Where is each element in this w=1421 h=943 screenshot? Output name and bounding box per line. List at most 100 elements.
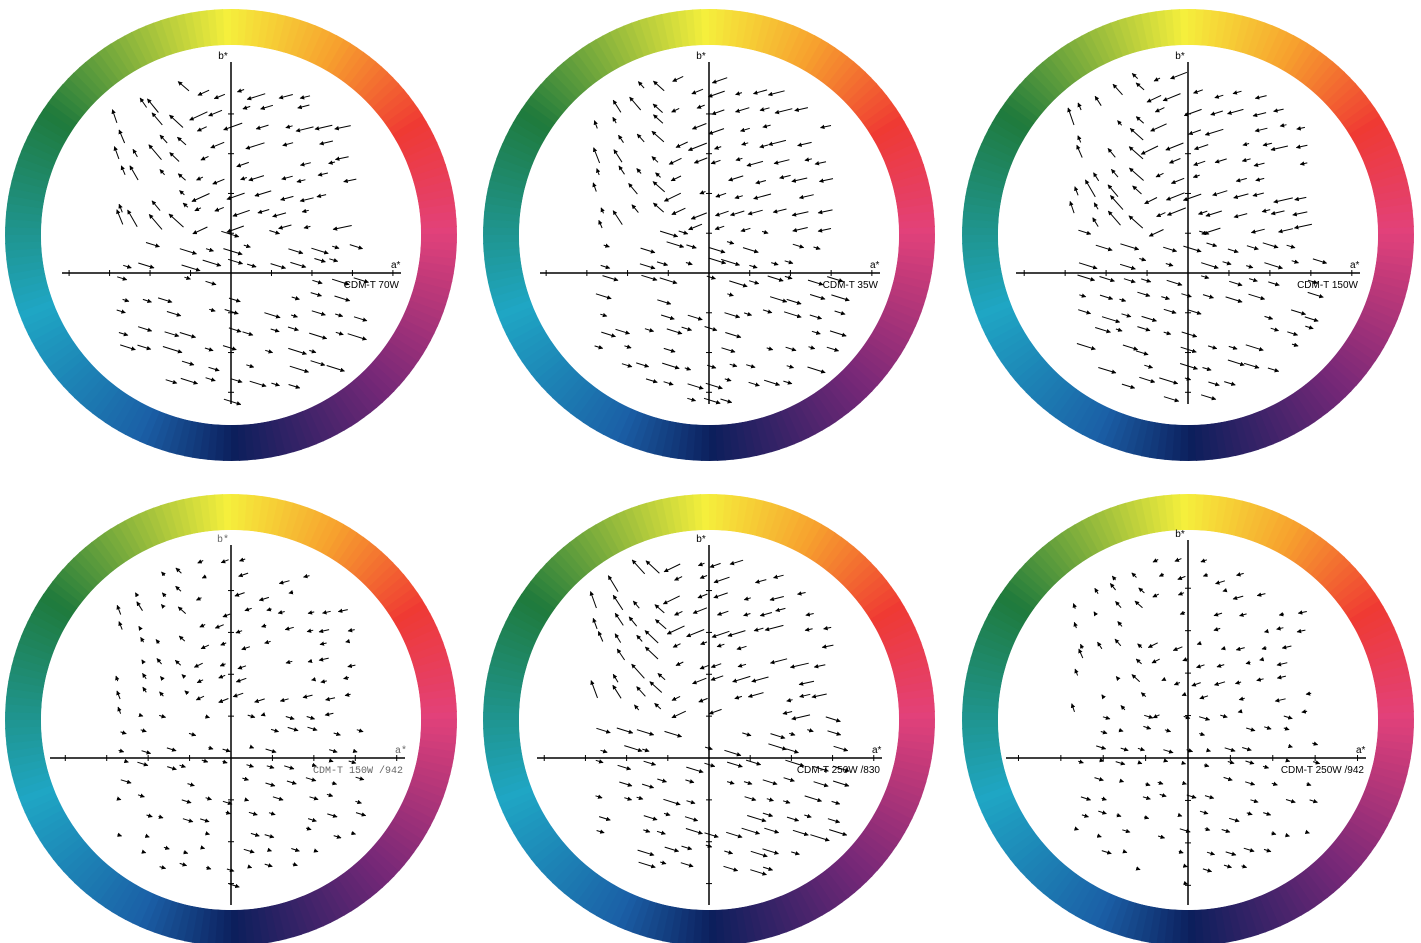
hue-ring-segment: [380, 94, 414, 124]
shift-arrow: [116, 209, 124, 225]
shift-arrow: [243, 243, 251, 249]
shift-arrow: [666, 328, 683, 335]
hue-ring-segment: [1186, 9, 1196, 46]
shift-arrow: [1307, 279, 1319, 285]
shift-arrow: [708, 247, 726, 254]
hue-ring-segment: [161, 415, 180, 453]
hue-ring-segment: [1020, 362, 1052, 393]
hue-ring-segment: [57, 83, 90, 114]
hue-ring-segment: [485, 261, 523, 276]
hue-ring-segment: [104, 392, 132, 428]
shift-arrow: [334, 125, 351, 131]
hue-ring-segment: [325, 38, 351, 74]
hue-ring-segment: [11, 281, 49, 299]
hue-ring-segment: [1352, 121, 1388, 146]
shift-arrow: [653, 202, 665, 213]
hue-ring-segment: [595, 35, 620, 71]
shift-arrow: [1168, 158, 1181, 164]
shift-arrow: [1076, 144, 1083, 158]
hue-ring-segment: [325, 523, 351, 559]
a-axis: [540, 270, 880, 276]
hue-ring-segment: [18, 300, 56, 321]
hue-ring-segment: [342, 384, 372, 418]
hue-ring-segment: [145, 507, 166, 545]
shift-arrow: [1144, 364, 1154, 369]
hue-ring-segment: [198, 10, 212, 47]
hue-ring-segment: [409, 641, 446, 662]
hue-ring-segment: [496, 300, 534, 321]
hue-ring-segment: [895, 194, 933, 209]
hue-ring-segment: [530, 352, 565, 382]
shift-arrow: [237, 665, 247, 670]
hue-ring-segment: [779, 25, 801, 62]
shift-arrow: [1291, 342, 1299, 347]
hue-ring-segment: [5, 720, 42, 730]
hue-ring-segment: [34, 600, 70, 626]
shift-arrow: [684, 366, 692, 371]
hue-ring-segment: [276, 15, 294, 53]
shift-arrow: [774, 108, 793, 115]
hue-ring-segment: [415, 273, 453, 290]
hue-ring-segment: [645, 15, 663, 53]
shift-arrow: [1163, 396, 1180, 403]
hue-ring-segment: [152, 20, 173, 57]
hue-ring-segment: [62, 78, 95, 109]
hue-ring-segment: [376, 351, 410, 381]
hue-ring-segment: [1132, 13, 1149, 51]
hue-ring-segment: [1377, 225, 1414, 235]
shift-arrow: [120, 344, 136, 351]
hue-ring-segment: [404, 790, 441, 812]
hue-ring-segment: [608, 28, 632, 65]
shift-arrow: [123, 264, 132, 269]
shift-arrow: [157, 297, 173, 304]
hue-ring-segment: [319, 34, 344, 71]
shift-arrow: [175, 585, 182, 592]
shift-arrow: [204, 347, 214, 352]
shift-arrow: [600, 207, 605, 214]
shift-arrow: [1146, 94, 1162, 103]
hue-ring-segment: [964, 261, 1002, 276]
shift-arrow: [1267, 367, 1280, 373]
hue-ring-segment: [250, 908, 264, 943]
shift-arrow: [1166, 207, 1186, 216]
shift-arrow: [1107, 210, 1121, 226]
hue-ring-segment: [1220, 12, 1235, 50]
hue-ring-segment: [754, 15, 772, 53]
hue-ring-segment: [873, 323, 910, 348]
shift-arrow: [639, 263, 656, 270]
shift-arrow: [278, 94, 293, 100]
hue-ring-segment: [358, 856, 389, 888]
hue-ring-segment: [512, 115, 548, 141]
hue-ring-segment: [1024, 72, 1056, 104]
shift-arrow: [729, 280, 748, 288]
shift-arrow: [708, 128, 725, 135]
hue-ring-segment: [184, 420, 199, 458]
shift-arrow: [197, 89, 210, 96]
shift-arrow: [220, 641, 227, 646]
shift-arrow: [200, 644, 210, 650]
shift-arrow: [332, 225, 352, 231]
shift-arrow: [663, 347, 676, 353]
shift-arrow: [1290, 309, 1307, 316]
shift-arrow: [748, 381, 760, 387]
hue-ring-segment: [118, 399, 143, 436]
shift-arrow: [1093, 172, 1100, 182]
hue-ring-segment: [357, 66, 388, 99]
shift-arrow: [270, 328, 280, 333]
hue-ring-segment: [773, 22, 794, 59]
hue-ring-segment: [701, 424, 711, 461]
diagram-panel-6: a* b* CDM-T 250W /942: [962, 494, 1414, 943]
hue-ring-segment: [541, 362, 573, 393]
shift-arrow: [1140, 145, 1159, 155]
hue-ring-segment: [384, 101, 419, 129]
shift-arrow: [708, 257, 727, 265]
shift-arrow: [746, 364, 756, 369]
shift-arrow: [785, 346, 797, 352]
hue-ring-segment: [307, 513, 331, 550]
shift-arrow: [1201, 262, 1219, 270]
hue-ring-segment: [176, 904, 193, 942]
hue-ring-segment: [978, 306, 1015, 328]
shift-arrow: [192, 226, 208, 235]
shift-arrow: [311, 676, 317, 682]
hue-ring-segment: [198, 495, 212, 532]
